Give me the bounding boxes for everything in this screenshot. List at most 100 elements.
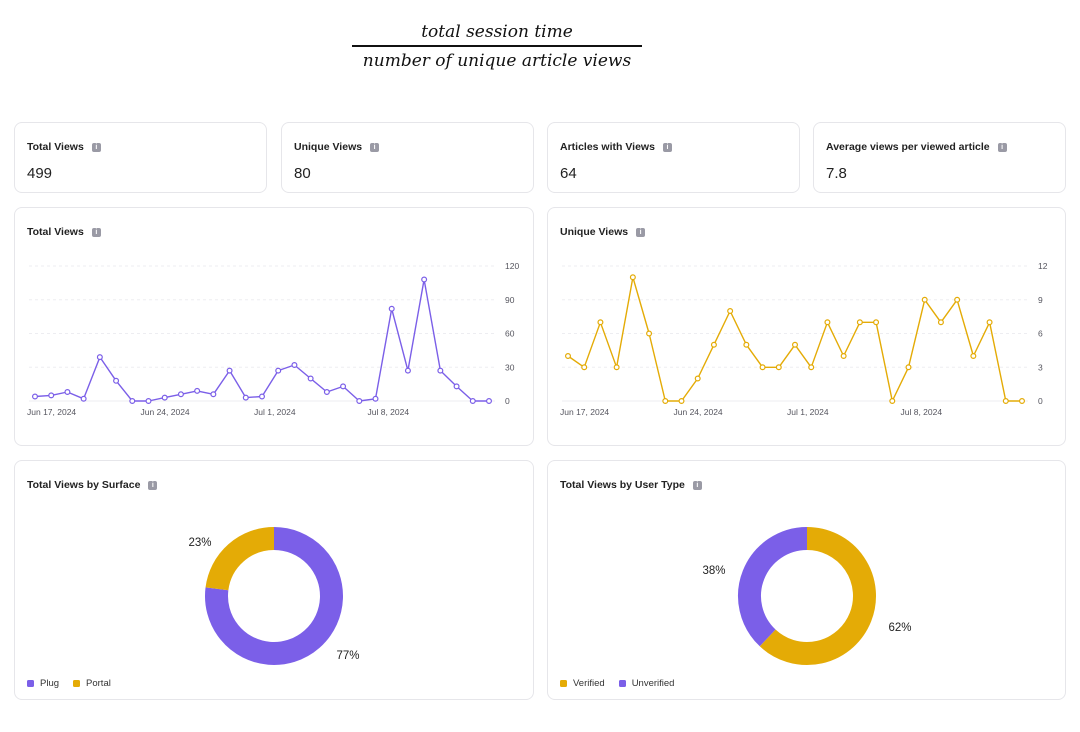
legend-item-portal[interactable]: Portal <box>73 678 111 689</box>
x-tick-label: Jun 17, 2024 <box>560 407 609 417</box>
info-icon[interactable]: i <box>91 227 101 237</box>
data-point <box>710 341 717 348</box>
chart-title: Total Views by Surface <box>27 479 141 491</box>
chart-title: Total Views <box>27 226 84 238</box>
formula-denominator: number of unique article views <box>362 50 632 71</box>
formula: total session time number of unique arti… <box>352 22 642 71</box>
data-point <box>727 307 734 314</box>
y-tick-label: 30 <box>505 362 515 372</box>
y-tick-label: 3 <box>1038 362 1043 372</box>
x-tick-label: Jun 24, 2024 <box>141 407 190 417</box>
user-type-donut-chart: 62% 38% <box>702 527 912 665</box>
stat-value: 7.8 <box>826 165 847 182</box>
views-by-surface-card: Total Views by Surface i 77% 23% Plug Port… <box>14 460 534 700</box>
x-tick-label: Jul 8, 2024 <box>368 407 410 417</box>
data-point <box>565 353 572 360</box>
stat-card-average-views: Average views per viewed article i 7.8 <box>813 122 1066 193</box>
data-point <box>808 364 815 371</box>
legend-swatch <box>27 680 34 687</box>
formula-numerator: total session time <box>421 22 573 42</box>
data-point <box>80 395 87 402</box>
data-point <box>1019 398 1026 405</box>
legend-swatch <box>73 680 81 687</box>
data-point <box>694 375 701 382</box>
data-point <box>597 319 604 326</box>
donut-slice-verified <box>759 527 876 665</box>
data-point <box>1002 398 1009 405</box>
data-point <box>889 398 896 405</box>
chart-legend: Verified Unverified <box>560 678 674 689</box>
data-point <box>161 394 168 401</box>
data-point <box>404 367 411 374</box>
views-by-user-type-card: Total Views by User Type i 62% 38% Verifie… <box>547 460 1066 700</box>
legend-label: Unverified <box>631 678 675 689</box>
x-tick-label: Jul 1, 2024 <box>254 407 296 417</box>
info-icon[interactable]: i <box>662 142 672 152</box>
y-tick-label: 90 <box>505 295 515 305</box>
data-point <box>954 296 961 303</box>
surface-donut-chart: 77% 23% <box>188 527 360 665</box>
info-icon[interactable]: i <box>370 142 380 152</box>
y-tick-label: 60 <box>505 329 515 339</box>
stat-card-total-views: Total Views i 499 <box>14 122 267 193</box>
info-icon[interactable]: i <box>636 227 646 237</box>
y-tick-label: 9 <box>1038 295 1043 305</box>
info-icon[interactable]: i <box>91 142 101 152</box>
data-point <box>937 319 944 326</box>
donut-slice-portal <box>205 527 275 591</box>
unique-views-line-chart: 0 3 6 9 12 Jun 17, 2024 Jun 24, 2024 Jul 1, 202… <box>560 261 1048 417</box>
slice-percent-label: 23% <box>188 537 211 549</box>
stat-label: Articles with Views <box>560 141 655 153</box>
data-point <box>662 398 669 405</box>
y-tick-label: 0 <box>1038 396 1043 406</box>
slice-percent-label: 62% <box>888 622 911 634</box>
x-tick-label: Jun 24, 2024 <box>674 407 723 417</box>
data-point <box>32 393 39 400</box>
chart-legend: Plug Portal <box>27 678 111 689</box>
data-point <box>194 387 201 394</box>
data-point <box>388 305 395 312</box>
y-tick-label: 6 <box>1038 329 1043 339</box>
data-point <box>291 362 298 369</box>
data-point <box>792 341 799 348</box>
data-point <box>259 393 266 400</box>
data-point <box>986 319 993 326</box>
data-point <box>323 389 330 396</box>
unique-views-chart-card: Unique Views i 0 3 6 9 12 Jun 17, 2024 Jun 24, … <box>547 207 1066 446</box>
x-tick-label: Jul 8, 2024 <box>901 407 943 417</box>
legend-swatch <box>560 680 567 687</box>
legend-label: Portal <box>86 678 111 689</box>
stat-label: Average views per viewed article <box>826 141 990 153</box>
donut-slice-unverified <box>738 527 808 647</box>
x-tick-label: Jul 1, 2024 <box>787 407 829 417</box>
legend-item-verified[interactable]: Verified <box>560 678 605 689</box>
data-point <box>145 398 152 405</box>
data-point <box>486 398 493 405</box>
legend-item-unverified[interactable]: Unverified <box>618 678 675 689</box>
data-point <box>775 364 782 371</box>
data-point <box>970 353 977 360</box>
legend-item-plug[interactable]: Plug <box>27 678 59 689</box>
y-tick-label: 12 <box>1038 261 1048 271</box>
data-point <box>453 383 460 390</box>
data-point <box>113 377 120 384</box>
info-icon[interactable]: i <box>692 480 702 490</box>
data-point <box>856 319 863 326</box>
data-point <box>226 367 233 374</box>
total-views-line-chart: 0 30 60 90 120 Jun 17, 2024 Jun 24, 2024 Jul 1,… <box>27 261 519 417</box>
data-point <box>613 364 620 371</box>
info-icon[interactable]: i <box>148 480 158 490</box>
donut-slice-plug <box>205 527 343 665</box>
stat-value: 499 <box>27 165 53 182</box>
data-point <box>905 364 912 371</box>
data-point <box>921 296 928 303</box>
info-icon[interactable]: i <box>997 142 1007 152</box>
stat-value: 80 <box>294 165 311 182</box>
legend-swatch <box>618 680 626 687</box>
stat-label: Unique Views <box>294 141 363 153</box>
series-line <box>34 278 489 402</box>
data-point <box>437 367 444 374</box>
x-tick-label: Jun 17, 2024 <box>27 407 76 417</box>
data-point <box>824 319 831 326</box>
stat-card-articles-with-views: Articles with Views i 64 <box>547 122 800 193</box>
